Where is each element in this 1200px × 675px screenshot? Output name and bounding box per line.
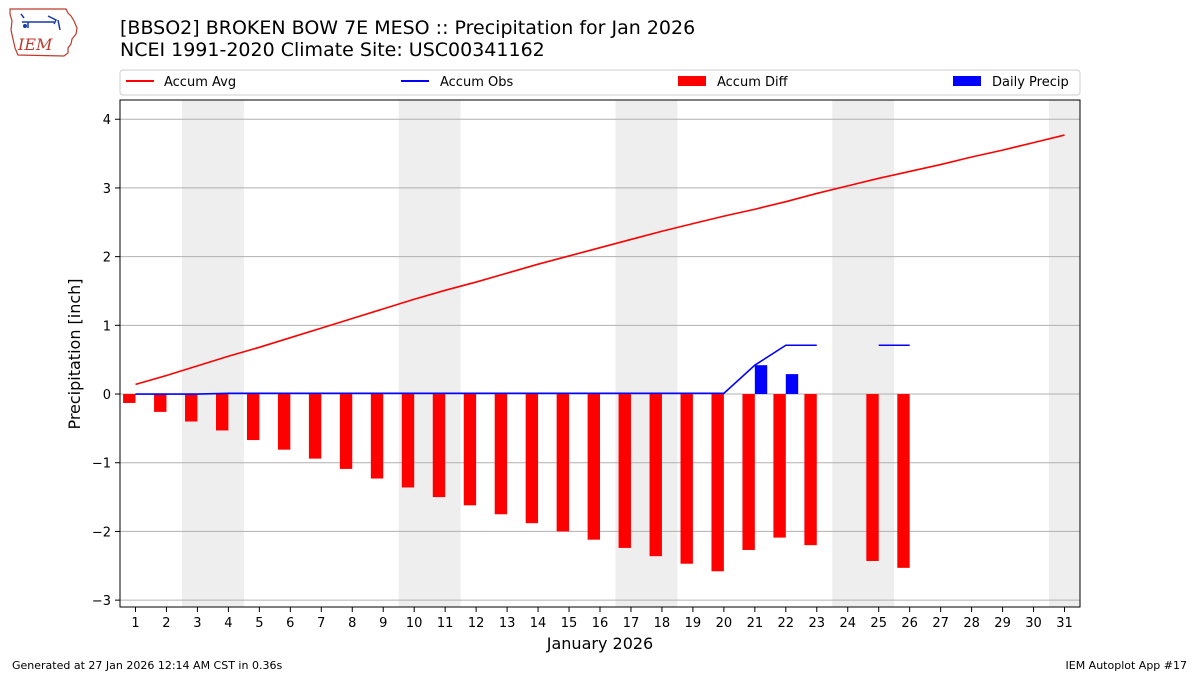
x-tick-label: 4 xyxy=(224,616,232,631)
y-axis-label: Precipitation [inch] xyxy=(65,278,84,429)
y-tick-label: 3 xyxy=(103,182,111,197)
x-tick-label: 11 xyxy=(437,616,454,631)
accum-diff-bar xyxy=(680,394,693,564)
accum-diff-bar xyxy=(494,394,508,515)
x-tick-label: 18 xyxy=(654,616,671,631)
accum-diff-bar xyxy=(432,394,446,498)
legend-label-daily-precip: Daily Precip xyxy=(992,75,1069,90)
y-tick-label: −2 xyxy=(92,525,111,540)
x-axis-label: January 2026 xyxy=(546,634,653,653)
x-tick-label: 22 xyxy=(778,616,795,631)
weekend-shade-band xyxy=(398,100,461,607)
accum-diff-bar xyxy=(370,394,384,479)
weather-symbols-icon xyxy=(20,13,61,31)
x-tick-label: 30 xyxy=(1025,616,1042,631)
accum-diff-bar xyxy=(246,394,260,441)
x-tick-label: 5 xyxy=(255,616,263,631)
app-credit: IEM Autoplot App #17 xyxy=(1065,659,1188,672)
accum-diff-bar xyxy=(773,394,786,538)
accum-diff-bar xyxy=(897,394,910,568)
accum-diff-bar xyxy=(711,394,724,572)
x-axis-ticks: 1 2 3 4 5 6 7 8 9 10 11 12 13 14 15 16 17 18 19 20 21 22 23 24 2… xyxy=(131,607,1073,631)
accum-diff-bar xyxy=(618,394,631,548)
x-tick-label: 16 xyxy=(592,616,609,631)
y-tick-label: 4 xyxy=(103,113,111,128)
x-tick-label: 2 xyxy=(162,616,170,631)
weekend-shade-band xyxy=(1049,100,1080,607)
chart-subtitle: NCEI 1991-2020 Climate Site: USC00341162 xyxy=(120,39,545,61)
y-tick-label: 2 xyxy=(103,251,111,266)
daily-precip-bar xyxy=(754,365,768,395)
y-tick-label: 1 xyxy=(103,319,111,334)
legend-label-accum-obs: Accum Obs xyxy=(440,75,513,90)
x-tick-label: 24 xyxy=(839,616,856,631)
bars xyxy=(123,365,910,572)
x-tick-label: 31 xyxy=(1056,616,1073,631)
accum-obs-line xyxy=(135,344,817,395)
iem-logo-icon: IEM xyxy=(9,8,78,57)
x-tick-label: 6 xyxy=(286,616,294,631)
legend-label-accum-diff: Accum Diff xyxy=(717,75,789,90)
accum-diff-bar xyxy=(123,394,136,403)
legend-frame xyxy=(119,69,1081,96)
x-tick-label: 25 xyxy=(870,616,887,631)
y-tick-label: −1 xyxy=(92,457,111,472)
x-tick-label: 26 xyxy=(901,616,918,631)
x-tick-label: 14 xyxy=(530,616,547,631)
legend: Accum Avg Accum Obs Accum Diff Daily Pre… xyxy=(119,69,1081,96)
accum-avg-line xyxy=(135,134,1065,386)
x-tick-label: 12 xyxy=(468,616,485,631)
x-tick-label: 13 xyxy=(499,616,516,631)
daily-precip-bar xyxy=(785,374,799,395)
weather-dot-icon xyxy=(23,24,27,28)
x-tick-label: 8 xyxy=(348,616,356,631)
accum-diff-bar xyxy=(556,394,570,532)
x-tick-label: 7 xyxy=(317,616,325,631)
x-tick-label: 28 xyxy=(963,616,980,631)
x-tick-label: 1 xyxy=(131,616,139,631)
generated-timestamp: Generated at 27 Jan 2026 12:14 AM CST in… xyxy=(12,659,283,672)
chart-title: [BBSO2] BROKEN BOW 7E MESO :: Precipitat… xyxy=(120,17,696,39)
lines xyxy=(135,134,1065,395)
accum-diff-bar xyxy=(185,394,198,422)
weekend-shading xyxy=(181,100,1080,607)
weekend-shade-band xyxy=(832,100,895,607)
accum-diff-bar xyxy=(866,394,879,561)
x-tick-label: 10 xyxy=(406,616,423,631)
y-axis-ticks: 4 3 2 1 0 −1 −2 −3 xyxy=(92,113,120,609)
y-tick-label: 0 xyxy=(103,388,111,403)
accum-diff-bar xyxy=(339,394,353,469)
weekend-shade-band xyxy=(181,100,244,607)
accum-diff-bar xyxy=(277,394,291,450)
x-tick-label: 23 xyxy=(809,616,826,631)
x-tick-label: 3 xyxy=(193,616,201,631)
x-tick-label: 29 xyxy=(994,616,1011,631)
legend-swatch-accum-diff xyxy=(678,76,706,86)
legend-swatch-daily-precip xyxy=(953,76,981,86)
accum-diff-bar xyxy=(649,394,662,557)
accum-diff-bar xyxy=(401,394,415,488)
accum-diff-bar xyxy=(216,394,229,431)
accum-diff-bar xyxy=(742,394,755,550)
legend-label-accum-avg: Accum Avg xyxy=(164,75,236,90)
accum-diff-bar xyxy=(804,394,817,546)
x-tick-label: 20 xyxy=(716,616,733,631)
x-tick-label: 19 xyxy=(685,616,702,631)
accum-diff-bar xyxy=(308,394,322,459)
x-tick-label: 9 xyxy=(379,616,387,631)
y-tick-label: −3 xyxy=(92,594,111,609)
accum-diff-bar xyxy=(463,394,477,506)
x-tick-label: 27 xyxy=(932,616,949,631)
x-tick-label: 15 xyxy=(561,616,578,631)
accum-diff-bar xyxy=(525,394,539,524)
x-tick-label: 21 xyxy=(747,616,764,631)
iowa-outline-icon xyxy=(9,8,78,57)
accum-diff-bar xyxy=(154,394,167,412)
logo-text: IEM xyxy=(17,35,53,54)
accum-diff-bar xyxy=(587,394,600,540)
x-tick-label: 17 xyxy=(623,616,640,631)
